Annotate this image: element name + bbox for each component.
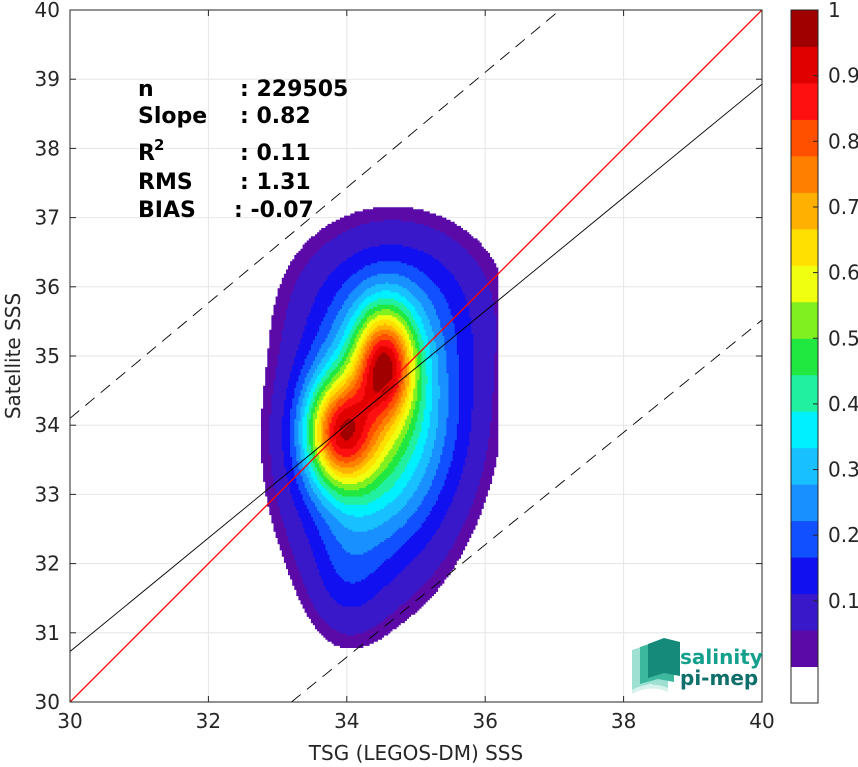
x-tick-label: 30 [57,709,82,733]
y-tick-label: 39 [35,67,60,91]
x-tick-label: 34 [334,709,359,733]
density-level-1 [261,207,499,649]
colorbar-tick-label: 0.9 [828,64,858,88]
y-tick-label: 30 [35,690,60,714]
y-tick-label: 33 [35,482,60,506]
y-tick-label: 37 [35,206,60,230]
density-level-12 [317,319,412,478]
y-axis: 30 31 32 33 34 35 36 37 38 39 40 [35,0,762,714]
x-tick-label: 32 [196,709,221,733]
stat-key-slope: Slope [138,104,207,129]
colorbar-segment [791,338,818,376]
lower-line [291,319,762,702]
x-tick-label: 38 [611,709,636,733]
colorbar-segment [791,301,818,339]
stat-value-bias: : -0.07 [234,198,314,223]
colorbar-tick-label: 1 [828,0,841,22]
colorbar-segment [791,593,818,631]
density-level-4 [290,261,459,584]
stat-value-rms: : 1.31 [240,170,311,195]
logo-text-salinity: salinity [680,645,763,669]
x-axis: 30 32 34 36 38 40 [57,10,775,733]
fit-line [70,83,762,652]
colorbar-segment [791,82,818,120]
colorbar-segment [791,228,818,266]
colorbar-segment [791,119,818,157]
density-level-6 [298,282,441,532]
colorbar-segment [791,10,818,47]
density-level-2 [269,219,497,636]
stat-key-rms: RMS [138,170,193,195]
upper-line [70,10,561,419]
colorbar-segment [791,520,818,558]
reference-lines [70,10,762,702]
colorbar-segment [791,447,818,485]
stats-box: n : 229505 Slope : 0.82 R 2 : 0.11 RMS :… [138,77,348,223]
1-1-line-line [70,10,762,702]
stat-key-n: n [138,77,154,102]
x-axis-label: TSG (LEGOS-DM) SSS [308,741,523,765]
logo-text-pi-mep: pi-mep [680,666,758,690]
colorbar-tick-label: 0.5 [828,326,858,350]
y-tick-label: 31 [35,621,60,645]
salinity-pi-mep-logo: salinity pi-mep [632,638,763,694]
stat-key-r2: R [138,141,155,166]
colorbar-tick-label: 0.6 [828,261,858,285]
y-tick-label: 34 [35,413,60,437]
colorbar-segment [791,666,818,704]
density-level-15 [325,333,403,464]
stat-key-r2-sup: 2 [154,136,164,154]
stat-value-slope: : 0.82 [240,104,311,129]
y-tick-label: 36 [35,275,60,299]
colorbar-tick-label: 0.4 [828,392,858,416]
logo-waves-icon [632,638,680,694]
stat-value-n: : 229505 [240,77,348,102]
y-tick-label: 38 [35,136,60,160]
y-tick-label: 32 [35,552,60,576]
colorbar-segment [791,155,818,193]
colorbar-tick-label: 0.8 [828,129,858,153]
density-level-17 [333,346,397,449]
stat-key-bias: BIAS [138,198,196,223]
colorbar-tick-label: 0.7 [828,195,858,219]
y-tick-label: 40 [35,0,60,22]
colorbar-segment [791,46,818,84]
y-tick-label: 35 [35,344,60,368]
stat-value-r2: : 0.11 [240,141,311,166]
colorbar-segment [791,265,818,303]
density-level-10 [312,309,420,491]
x-tick-label: 36 [472,709,497,733]
density-contours [261,207,499,649]
colorbar-segment [791,411,818,449]
colorbar-segment [791,192,818,230]
colorbar-segment [791,484,818,522]
density-level-18 [339,352,393,441]
density-level-11 [315,315,416,484]
density-level-3 [281,244,474,607]
colorbar: 0.1 0.2 0.3 0.4 0.5 0.6 0.7 0.8 0.9 1 [790,0,858,704]
colorbar-segment [791,557,818,595]
colorbar-tick-label: 0.2 [828,523,858,547]
colorbar-segment [791,630,818,668]
x-tick-label: 40 [749,709,774,733]
colorbar-tick-label: 0.1 [828,589,858,613]
colorbar-tick-label: 0.3 [828,458,858,482]
colorbar-segment [791,374,818,412]
colorbar-frame [790,9,819,704]
y-axis-label: Satellite SSS [1,293,25,419]
density-level-9 [308,304,422,497]
